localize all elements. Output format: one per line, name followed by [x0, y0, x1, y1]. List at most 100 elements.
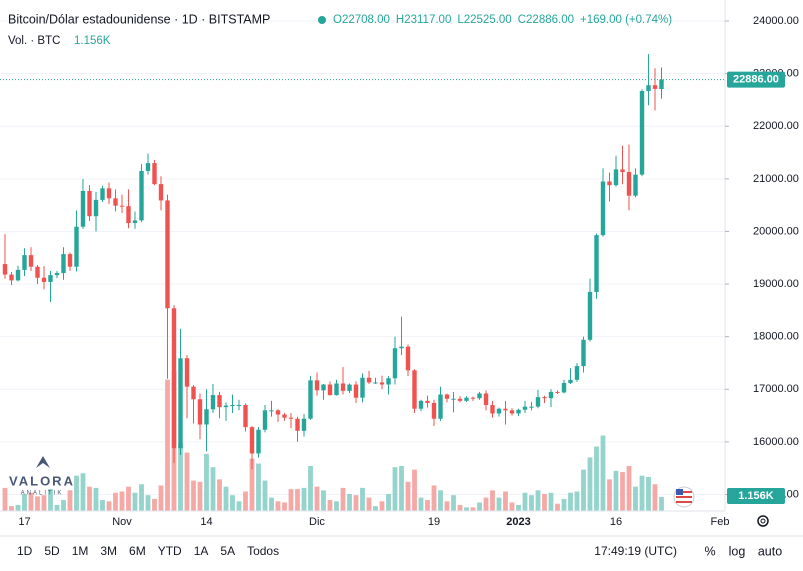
- volume-bar: [184, 452, 190, 511]
- candle-body: [405, 346, 411, 371]
- volume-bar: [581, 469, 586, 511]
- x-tick-label: 17: [18, 516, 30, 528]
- interval-button[interactable]: 1M: [72, 544, 89, 558]
- volume-bar: [204, 453, 209, 511]
- candle-body: [548, 391, 554, 399]
- volume-bar: [256, 463, 261, 511]
- volume-bar: [139, 484, 144, 511]
- volume-bar: [178, 442, 183, 511]
- x-tick-label: 16: [610, 516, 622, 528]
- last-volume-box: [727, 488, 785, 504]
- interval-button[interactable]: 1A: [194, 544, 209, 558]
- chart-title: Bitcoin/Dólar estadounidense · 1D · BITS…: [8, 12, 270, 26]
- candle-body: [132, 220, 138, 224]
- candle-body: [477, 393, 482, 399]
- scale-option[interactable]: auto: [758, 544, 782, 558]
- candle-body: [399, 346, 404, 349]
- interval-button[interactable]: 3M: [100, 544, 117, 558]
- x-tick-label: Nov: [112, 516, 132, 528]
- volume-bar: [22, 493, 27, 511]
- interval-button[interactable]: 5D: [44, 544, 60, 558]
- gear[interactable]: [757, 515, 769, 527]
- volume-bar: [574, 491, 580, 511]
- candle-body: [152, 163, 157, 185]
- volume-bar: [587, 457, 593, 511]
- candle-body: [295, 418, 300, 431]
- candle-body: [360, 377, 365, 398]
- candle-body: [483, 393, 489, 406]
- volume-bar: [646, 476, 651, 511]
- interval-button[interactable]: 1D: [17, 544, 33, 558]
- volume-bar: [288, 489, 294, 511]
- candle-body: [464, 397, 469, 401]
- interval-button[interactable]: 6M: [129, 544, 146, 558]
- candle-body: [275, 410, 281, 415]
- candle-body: [106, 188, 112, 199]
- volume-title: Vol. · BTC: [8, 35, 60, 47]
- status-dot: [318, 16, 326, 24]
- last-price-box: [727, 71, 785, 88]
- volume-bar: [295, 489, 300, 511]
- volume-bar: [353, 495, 359, 511]
- volume-bar: [9, 506, 14, 511]
- volume-bar: [74, 475, 79, 511]
- candle-body: [379, 382, 385, 385]
- volume-bar: [522, 492, 528, 511]
- volume-bar: [327, 500, 333, 511]
- candle-body: [334, 383, 339, 396]
- volume-bar: [301, 487, 307, 511]
- volume-bar: [321, 490, 326, 511]
- y-tick-label: 19000.00: [753, 278, 799, 290]
- candle-body: [145, 163, 151, 171]
- candle-body: [600, 181, 606, 236]
- volume-bar: [249, 458, 255, 511]
- candle-body: [139, 170, 144, 221]
- volume-bar: [360, 487, 365, 511]
- candle-body: [633, 174, 638, 196]
- volume-bar: [2, 487, 8, 511]
- volume-bar: [35, 496, 40, 511]
- candle-body: [236, 405, 242, 407]
- volume-bar: [561, 498, 567, 511]
- volume-bar: [106, 501, 112, 511]
- candle-body: [197, 399, 203, 425]
- scale-option[interactable]: log: [729, 544, 746, 558]
- candle-body: [204, 409, 209, 425]
- volume-bar: [470, 507, 476, 511]
- candle-body: [74, 226, 79, 267]
- volume-bar: [405, 481, 411, 511]
- volume-bar: [275, 501, 281, 511]
- candle-body: [373, 382, 378, 384]
- volume-bar: [100, 500, 105, 511]
- volume-bar: [457, 504, 463, 511]
- volume-bar: [191, 480, 196, 511]
- volume-bar: [431, 485, 437, 511]
- candle-body: [230, 405, 235, 407]
- candle-body: [223, 405, 229, 408]
- candle-body: [61, 254, 66, 274]
- logo-name: VALORA: [9, 473, 75, 488]
- interval-button[interactable]: Todos: [247, 544, 279, 558]
- candle-body: [87, 190, 92, 217]
- candle-body: [269, 410, 274, 412]
- volume-bar: [503, 491, 508, 511]
- volume-bar: [119, 491, 125, 511]
- candle-body: [542, 397, 547, 399]
- candle-body: [327, 384, 333, 396]
- settings-icon[interactable]: [757, 515, 769, 527]
- candle-body: [516, 409, 521, 414]
- volume-bar: [639, 475, 645, 511]
- candle-body: [48, 275, 53, 282]
- volume-bar: [210, 467, 216, 511]
- candle-body: [126, 206, 131, 224]
- volume-bar: [626, 465, 632, 511]
- scale-option[interactable]: %: [704, 544, 715, 558]
- candle-layer: [2, 54, 664, 470]
- interval-button[interactable]: 5A: [220, 544, 235, 558]
- volume-bar: [334, 501, 339, 511]
- interval-button[interactable]: YTD: [158, 544, 182, 558]
- volume-bar: [496, 497, 502, 511]
- y-tick-label: 21000.00: [753, 173, 799, 185]
- volume-bar: [425, 500, 430, 511]
- volume-bar: [568, 492, 573, 511]
